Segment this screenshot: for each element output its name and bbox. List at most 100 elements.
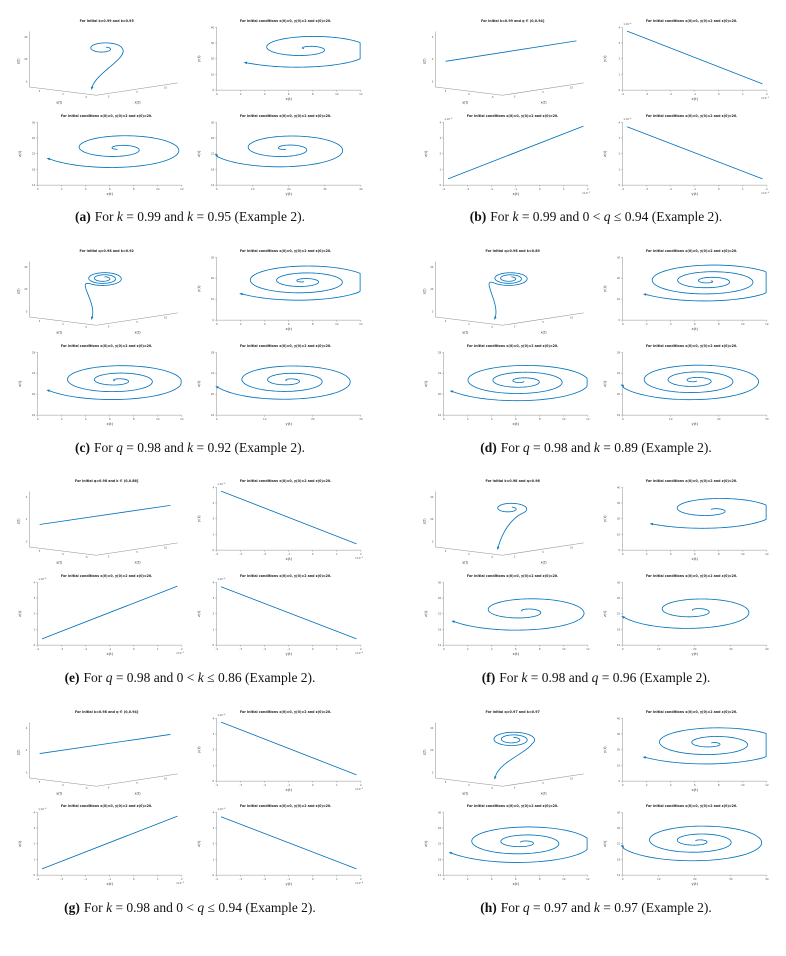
svg-text:x(t): x(t) xyxy=(286,788,293,792)
svg-text:For initial k=0.98 and q=0.96: For initial k=0.98 and q=0.96 xyxy=(486,480,541,484)
caption-variable: k xyxy=(593,900,600,915)
caption-segment: = 0.98 and xyxy=(529,439,594,455)
svg-text:30: 30 xyxy=(438,580,442,584)
svg-text:22: 22 xyxy=(438,612,442,616)
svg-text:For initial conditions x(0)=0,: For initial conditions x(0)=0, y(0)=2 an… xyxy=(61,574,152,578)
svg-text:22: 22 xyxy=(32,151,36,155)
svg-text:0: 0 xyxy=(213,779,215,783)
svg-text:-1: -1 xyxy=(108,877,111,881)
svg-text:10: 10 xyxy=(617,533,621,537)
svg-text:1: 1 xyxy=(213,627,215,631)
svg-text:-4: -4 xyxy=(215,553,218,557)
svg-text:5: 5 xyxy=(542,781,544,785)
svg-text:3: 3 xyxy=(440,136,442,140)
svg-text:30: 30 xyxy=(211,120,215,124)
svg-text:For initial conditions x(0)=0,: For initial conditions x(0)=0, y(0)=2 an… xyxy=(240,344,331,348)
svg-text:-3: -3 xyxy=(60,877,63,881)
svg-text:For initial conditions x(0)=0,: For initial conditions x(0)=0, y(0)=2 an… xyxy=(467,805,558,809)
svg-text:x(t): x(t) xyxy=(107,422,114,426)
svg-text:y(t): y(t) xyxy=(56,101,63,105)
svg-text:18: 18 xyxy=(32,167,36,171)
svg-text:y(t): y(t) xyxy=(286,882,293,886)
caption-variable: k xyxy=(116,209,123,225)
svg-text:z(t): z(t) xyxy=(17,288,21,295)
svg-text:4: 4 xyxy=(619,25,621,29)
svg-text:-3: -3 xyxy=(239,553,242,557)
svg-text:×10⁻³: ×10⁻³ xyxy=(355,557,363,561)
svg-text:y(t): y(t) xyxy=(197,55,201,62)
svg-text:20: 20 xyxy=(617,392,621,396)
figure-panel-g: For initial k=0.98 and q ∈ (0,0.94] 0 5 10-… xyxy=(14,706,366,917)
svg-text:-1: -1 xyxy=(287,647,290,651)
svg-text:z(t): z(t) xyxy=(423,748,427,755)
plot-c-2: For initial conditions x(0)=0, y(0)=2 an… xyxy=(193,246,366,339)
svg-text:y(t): y(t) xyxy=(197,515,201,522)
plot-b-4: For initial conditions x(0)=0, y(0)=2 an… xyxy=(599,110,772,204)
svg-text:10: 10 xyxy=(211,297,215,301)
svg-text:For initial k=0.99 and k=0.95: For initial k=0.99 and k=0.95 xyxy=(80,19,135,23)
svg-text:z(t): z(t) xyxy=(424,380,428,387)
svg-text:1: 1 xyxy=(440,167,442,171)
svg-text:0: 0 xyxy=(718,187,720,191)
caption-variable: k xyxy=(521,669,528,685)
svg-text:30: 30 xyxy=(211,255,215,259)
svg-text:-2: -2 xyxy=(263,877,266,881)
svg-text:14: 14 xyxy=(32,183,36,187)
svg-text:For initial conditions x(0)=0,: For initial conditions x(0)=0, y(0)=2 an… xyxy=(61,805,152,809)
svg-text:20: 20 xyxy=(717,417,721,421)
caption-text: For q = 0.97 and k = 0.97 (Example 2). xyxy=(501,900,712,915)
svg-text:x(t): x(t) xyxy=(513,882,520,886)
svg-text:12: 12 xyxy=(765,322,769,326)
svg-text:2: 2 xyxy=(467,647,469,651)
svg-text:2: 2 xyxy=(62,92,64,96)
plot-canvas-2d: For initial conditions x(0)=0, y(0)=2 an… xyxy=(424,344,590,426)
svg-text:4: 4 xyxy=(619,120,621,124)
svg-text:x(t): x(t) xyxy=(540,101,547,105)
svg-text:z(t): z(t) xyxy=(603,840,607,847)
svg-text:0: 0 xyxy=(216,417,218,421)
svg-text:8: 8 xyxy=(718,783,720,787)
svg-text:×10⁻⁴: ×10⁻⁴ xyxy=(355,651,363,655)
plot-canvas-2d: For initial conditions x(0)=0, y(0)=2 an… xyxy=(424,574,590,656)
svg-text:0: 0 xyxy=(539,187,541,191)
svg-text:×10⁻³: ×10⁻³ xyxy=(176,651,184,655)
caption-text: For q = 0.98 and k = 0.92 (Example 2). xyxy=(94,440,305,455)
svg-text:For initial q=0.98 and k=0.89: For initial q=0.98 and k=0.89 xyxy=(486,249,541,253)
plot-canvas-2d: For initial conditions x(0)=0, y(0)=2 an… xyxy=(603,805,769,887)
plot-canvas-2d: For initial conditions x(0)=0, y(0)=2 an… xyxy=(18,805,184,887)
svg-text:-2: -2 xyxy=(263,553,266,557)
svg-text:4: 4 xyxy=(670,553,672,557)
svg-text:0: 0 xyxy=(619,88,621,92)
figure-panel-d: For initial q=0.98 and k=0.89 0 5 10 0 2 4 0 20 4… xyxy=(420,246,772,456)
svg-text:6: 6 xyxy=(515,417,517,421)
plot-canvas-2d: For initial conditions x(0)=0, y(0)=2 an… xyxy=(18,344,184,426)
svg-text:2: 2 xyxy=(26,748,28,752)
svg-text:4: 4 xyxy=(264,322,266,326)
svg-text:z(t): z(t) xyxy=(197,380,201,387)
svg-text:30: 30 xyxy=(438,811,442,815)
plot-b-3: For initial conditions x(0)=0, y(0)=2 an… xyxy=(420,110,593,204)
plot-c-4: For initial conditions x(0)=0, y(0)=2 an… xyxy=(193,340,366,434)
svg-text:2: 2 xyxy=(181,647,183,651)
svg-text:z(t): z(t) xyxy=(197,150,201,157)
svg-text:For initial q=0.98 and k ∈ (0,: For initial q=0.98 and k ∈ (0,0.86] xyxy=(75,480,139,484)
svg-text:8: 8 xyxy=(133,417,135,421)
svg-text:18: 18 xyxy=(211,167,215,171)
caption-text: For q = 0.98 and 0 < k ≤ 0.86 (Example 2… xyxy=(84,670,316,685)
svg-text:3: 3 xyxy=(213,732,215,736)
svg-text:-3: -3 xyxy=(645,187,648,191)
svg-text:y(t): y(t) xyxy=(603,746,607,753)
svg-text:12: 12 xyxy=(359,322,363,326)
svg-text:2: 2 xyxy=(646,322,648,326)
svg-text:20: 20 xyxy=(438,392,442,396)
svg-text:26: 26 xyxy=(617,596,621,600)
svg-text:-1: -1 xyxy=(287,877,290,881)
panel-caption: (g) For k = 0.98 and 0 < q ≤ 0.94 (Exampl… xyxy=(14,900,366,917)
svg-text:10: 10 xyxy=(570,776,574,780)
svg-text:y(t): y(t) xyxy=(56,331,63,335)
figure-grid: For initial k=0.99 and k=0.95 0 5 10 0 2 4 0 20 4… xyxy=(14,19,772,917)
panel-caption: (a) For k = 0.99 and k = 0.95 (Example 2)… xyxy=(14,209,366,226)
svg-text:3: 3 xyxy=(34,826,36,830)
svg-text:For initial conditions x(0)=0,: For initial conditions x(0)=0, y(0)=2 an… xyxy=(646,249,737,253)
plot-canvas-3d: For initial q=0.97 and k=0.9705100240204… xyxy=(423,710,584,795)
